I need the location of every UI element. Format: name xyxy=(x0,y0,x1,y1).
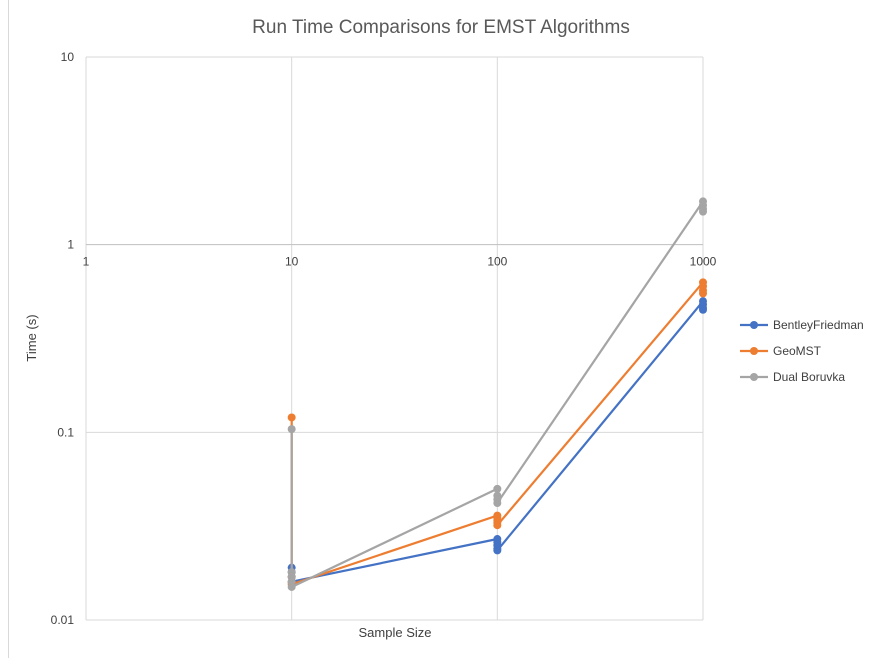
data-point[interactable] xyxy=(493,546,502,555)
legend-marker xyxy=(750,373,758,381)
data-point[interactable] xyxy=(287,582,296,591)
chart-title: Run Time Comparisons for EMST Algorithms xyxy=(252,17,630,38)
data-point[interactable] xyxy=(493,499,502,508)
data-point[interactable] xyxy=(699,207,707,216)
chart-area[interactable]: Run Time Comparisons for EMST Algorithms… xyxy=(8,0,880,658)
data-point[interactable] xyxy=(287,425,296,434)
series-dual-boruvka xyxy=(287,197,707,591)
plot-series xyxy=(287,197,707,591)
x-tick-label: 100 xyxy=(487,255,507,269)
y-axis-tick-labels: 10 1 0.1 0.01 xyxy=(51,50,75,627)
legend-marker xyxy=(750,347,758,355)
legend-label: Dual Boruvka xyxy=(773,370,845,384)
x-tick-label: 10 xyxy=(285,255,299,269)
legend-item-bentleyfriedman[interactable]: BentleyFriedman xyxy=(740,318,864,332)
x-axis-label: Sample Size xyxy=(359,625,432,640)
legend-marker xyxy=(750,321,758,329)
legend-label: BentleyFriedman xyxy=(773,318,864,332)
y-tick-label: 1 xyxy=(67,238,74,252)
data-point[interactable] xyxy=(493,521,502,530)
legend-item-geomst[interactable]: GeoMST xyxy=(740,344,822,358)
data-point[interactable] xyxy=(287,413,296,422)
data-point[interactable] xyxy=(699,305,707,314)
legend-label: GeoMST xyxy=(773,344,822,358)
y-axis-label: Time (s) xyxy=(24,314,39,361)
data-point[interactable] xyxy=(493,484,502,493)
legend-item-dual-boruvka[interactable]: Dual Boruvka xyxy=(740,370,845,384)
x-tick-label: 1 xyxy=(83,255,90,269)
x-axis-tick-labels: 1 10 100 1000 xyxy=(83,255,717,269)
x-tick-label: 1000 xyxy=(690,255,717,269)
y-tick-label: 0.01 xyxy=(51,613,75,627)
legend[interactable]: BentleyFriedman GeoMST Dual Boruvka xyxy=(740,318,864,384)
data-point[interactable] xyxy=(699,289,707,298)
chart-canvas: Run Time Comparisons for EMST Algorithms… xyxy=(24,17,864,640)
y-tick-label: 0.1 xyxy=(57,425,74,439)
y-tick-label: 10 xyxy=(61,50,75,64)
